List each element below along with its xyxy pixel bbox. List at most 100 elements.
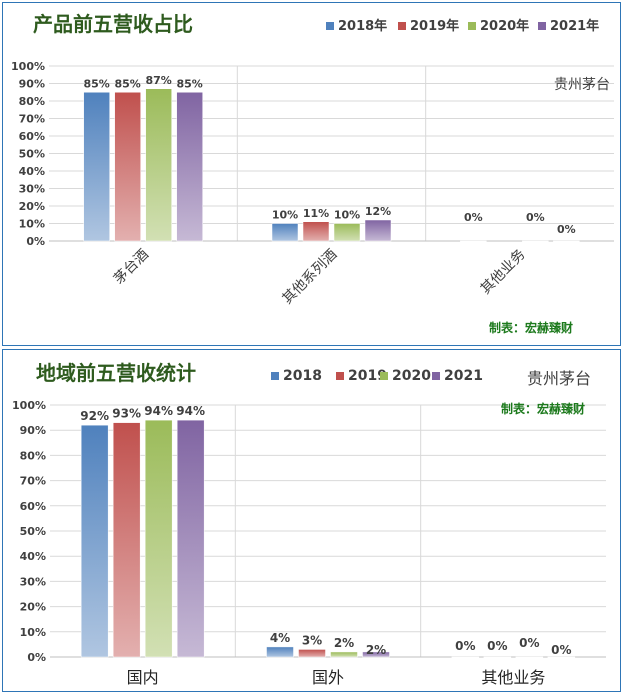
data-label: 85%	[83, 77, 109, 90]
x-tick-label: 其他系列酒	[280, 247, 341, 308]
bar	[362, 651, 390, 658]
bar	[364, 219, 392, 242]
data-label: 87%	[145, 74, 171, 87]
legend-entry: 2018	[283, 368, 322, 384]
chart-title: 地域前五营收统计	[36, 361, 196, 385]
data-label: 0%	[519, 636, 539, 650]
bar	[112, 422, 141, 658]
y-tick-label: 70%	[19, 113, 45, 126]
y-tick-label: 100%	[12, 399, 46, 412]
bar	[515, 656, 544, 658]
data-label: 3%	[302, 633, 322, 647]
data-label: 0%	[526, 211, 545, 224]
data-label: 12%	[365, 205, 391, 218]
y-tick-label: 30%	[19, 183, 45, 196]
y-tick-label: 80%	[19, 95, 45, 108]
data-label: 94%	[144, 404, 173, 418]
y-tick-label: 0%	[26, 235, 45, 248]
data-label: 85%	[114, 77, 140, 90]
data-label: 0%	[487, 639, 507, 653]
data-label: 93%	[112, 407, 141, 421]
bar	[553, 240, 580, 242]
legend-swatch	[538, 22, 546, 30]
data-label: 10%	[334, 209, 360, 222]
company-name: 贵州茅台	[527, 369, 591, 388]
data-label: 11%	[303, 207, 329, 220]
legend-entry: 2020	[392, 368, 431, 384]
company-name: 贵州茅台	[554, 77, 610, 93]
y-tick-label: 60%	[20, 500, 46, 513]
legend-swatch	[398, 22, 406, 30]
product-revenue-chart: 0% 10% 20% 30% 40% 50% 60% 70% 80% 90% 100% 茅台酒 其他系列…	[11, 12, 614, 335]
bar	[298, 649, 326, 658]
legend-swatch	[432, 372, 440, 380]
data-label: 2%	[334, 636, 354, 650]
bar	[333, 223, 361, 242]
product-revenue-panel: 0% 10% 20% 30% 40% 50% 60% 70% 80% 90% 100% 茅台酒 其他系列…	[2, 2, 621, 346]
data-label: 92%	[80, 409, 109, 423]
legend-swatch	[468, 22, 476, 30]
bar	[176, 419, 205, 658]
data-label: 94%	[176, 404, 205, 418]
y-tick-label: 100%	[11, 60, 45, 73]
bar	[176, 92, 203, 242]
data-label: 10%	[272, 209, 298, 222]
y-tick-label: 20%	[19, 200, 45, 213]
x-tick-label: 其他业务	[481, 668, 545, 687]
bar	[330, 651, 358, 658]
data-label: 0%	[464, 211, 483, 224]
y-tick-label: 30%	[20, 575, 46, 588]
chart-title: 产品前五营收占比	[33, 12, 193, 36]
y-tick-label: 0%	[27, 651, 46, 664]
y-tick-label: 90%	[19, 78, 45, 91]
legend-swatch	[326, 22, 334, 30]
y-tick-label: 10%	[20, 626, 46, 639]
credit-text: 制表：宏赫臻财	[489, 320, 573, 335]
legend-entry: 2019年	[410, 18, 459, 34]
legend-swatch	[380, 372, 388, 380]
x-tick-label: 国外	[312, 668, 344, 687]
x-tick-label: 茅台酒	[111, 247, 152, 288]
y-tick-label: 50%	[20, 525, 46, 538]
bar	[522, 240, 549, 242]
credit-text: 制表：宏赫臻财	[501, 401, 585, 416]
y-tick-label: 70%	[20, 475, 46, 488]
legend-entry: 2020年	[480, 18, 529, 34]
x-tick-label: 其他业务	[478, 247, 529, 298]
legend-swatch	[336, 372, 344, 380]
legend-entry: 2021年	[550, 18, 599, 34]
data-label: 4%	[270, 631, 290, 645]
legend-entry: 2019	[348, 368, 387, 384]
data-label: 2%	[366, 643, 386, 657]
y-tick-label: 80%	[20, 449, 46, 462]
y-tick-label: 60%	[19, 130, 45, 143]
data-label: 0%	[455, 639, 475, 653]
bar	[483, 656, 512, 658]
bar	[547, 656, 576, 658]
bar	[460, 240, 487, 242]
bar	[302, 221, 330, 242]
region-revenue-chart: 0% 10% 20% 30% 40% 50% 60% 70% 80% 90% 100% 国内 国外 其他业…	[12, 361, 606, 687]
legend-entry: 2018年	[338, 18, 387, 34]
legend-swatch	[271, 372, 279, 380]
data-label: 85%	[176, 77, 202, 90]
data-label: 0%	[557, 223, 576, 236]
region-revenue-panel: 0% 10% 20% 30% 40% 50% 60% 70% 80% 90% 100% 国内 国外 其他业…	[2, 349, 621, 692]
data-label: 0%	[551, 643, 571, 657]
bar	[144, 419, 173, 658]
legend-entry: 2021	[444, 368, 483, 384]
bar	[271, 223, 299, 242]
y-tick-label: 40%	[19, 165, 45, 178]
y-tick-label: 90%	[20, 424, 46, 437]
bar	[451, 656, 480, 658]
bar	[266, 646, 294, 658]
bar	[83, 92, 110, 242]
bar	[80, 424, 109, 658]
y-tick-label: 50%	[19, 148, 45, 161]
y-tick-label: 10%	[19, 218, 45, 231]
bar	[114, 92, 141, 242]
bar	[145, 88, 172, 242]
y-tick-label: 20%	[20, 601, 46, 614]
y-tick-label: 40%	[20, 550, 46, 563]
x-tick-label: 国内	[127, 668, 159, 687]
